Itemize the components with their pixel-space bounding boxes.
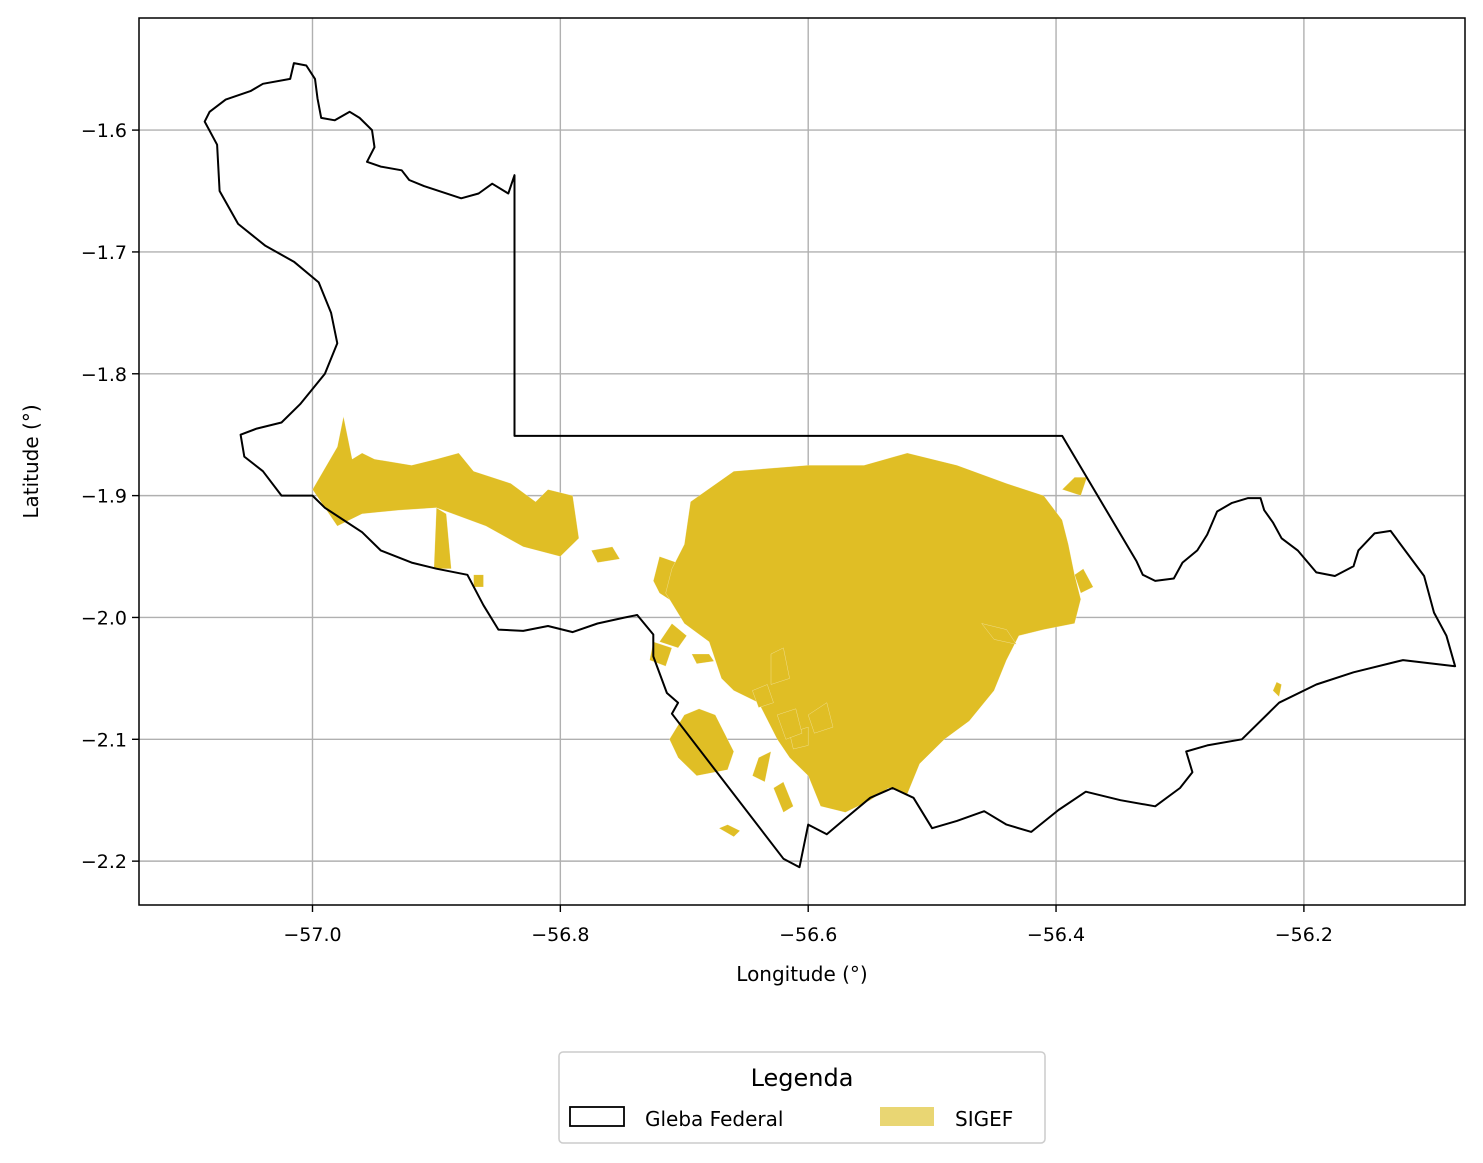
y-axis-ticks: −1.6 −1.7 −1.8 −1.9 −2.0 −2.1 −2.2: [81, 120, 139, 873]
sigef-parcel: [669, 708, 735, 777]
x-tick-label: −56.8: [531, 924, 589, 946]
sigef-parcel: [770, 647, 790, 685]
sigef-parcel: [473, 574, 484, 588]
y-tick-label: −1.9: [81, 486, 127, 508]
x-tick-label: −57.0: [283, 924, 341, 946]
plot-frame: [138, 17, 1466, 906]
sigef-parcel: [312, 416, 580, 557]
legend-entry-label: Gleba Federal: [645, 1107, 783, 1131]
sigef-parcel: [691, 653, 715, 665]
legend-entries: Gleba Federal SIGEF: [569, 1106, 1013, 1131]
sigef-parcel: [981, 623, 1017, 645]
y-tick-label: −1.7: [81, 242, 127, 264]
sigef-parcel: [718, 824, 741, 838]
sigef-parcel: [590, 546, 621, 563]
legend-title: Legenda: [751, 1064, 854, 1092]
y-axis-label: Latitude (°): [19, 404, 43, 518]
sigef-parcel: [659, 623, 687, 649]
sigef-parcels: [312, 416, 1282, 838]
sigef-parcel: [1272, 681, 1282, 698]
sigef-parcel: [752, 684, 774, 708]
gleba-federal-boundary: [203, 62, 1457, 869]
y-tick-label: −2.2: [81, 851, 127, 873]
sigef-parcel: [752, 751, 772, 783]
y-tick-label: −1.8: [81, 364, 127, 386]
legend-swatch-fill: [880, 1107, 934, 1126]
x-tick-label: −56.4: [1027, 924, 1085, 946]
sigef-parcel: [807, 702, 834, 734]
legend-entry-label: SIGEF: [955, 1107, 1013, 1131]
sigef-parcel: [433, 507, 452, 569]
sigef-parcel: [776, 708, 803, 740]
x-axis-label: Longitude (°): [736, 962, 867, 986]
sigef-parcel: [1074, 568, 1094, 594]
sigef-parcel: [773, 781, 794, 813]
y-tick-label: −2.0: [81, 607, 127, 629]
x-tick-label: −56.6: [779, 924, 837, 946]
gleba-federal-outline: [203, 62, 1457, 869]
x-axis-ticks: −57.0 −56.8 −56.6 −56.4 −56.2: [283, 905, 1333, 946]
legend: Legenda Gleba Federal SIGEF: [558, 1051, 1046, 1144]
legend-swatch-outline: [569, 1106, 625, 1127]
y-tick-label: −1.6: [81, 120, 127, 142]
sigef-parcel: [665, 452, 1082, 813]
y-tick-label: −2.1: [81, 729, 127, 751]
x-tick-label: −56.2: [1275, 924, 1333, 946]
